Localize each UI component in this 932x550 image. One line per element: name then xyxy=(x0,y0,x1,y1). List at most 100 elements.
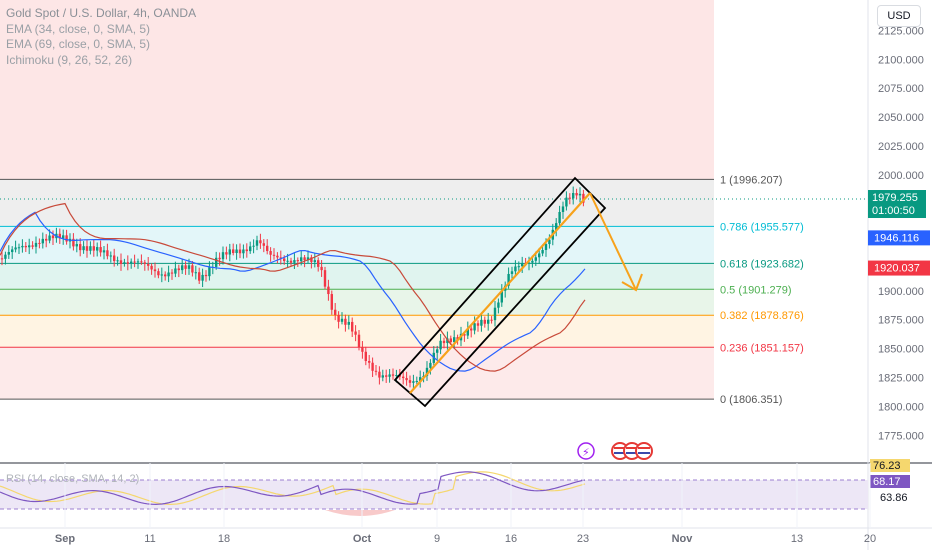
ascending-channel[interactable] xyxy=(393,176,607,408)
candle-body xyxy=(487,319,490,324)
candle-body xyxy=(31,245,34,247)
candle-body xyxy=(181,265,184,271)
time-tick: 13 xyxy=(791,533,803,545)
candle-body xyxy=(493,307,497,321)
candle-body xyxy=(276,255,279,258)
rsi-legend[interactable]: RSI (14, close, SMA, 14, 2) xyxy=(6,473,140,485)
us-flag-icon[interactable] xyxy=(635,442,653,460)
channel-midline[interactable] xyxy=(409,192,591,394)
candle-body xyxy=(79,244,82,251)
rsi-value-c: 63.86 xyxy=(880,492,908,504)
candle-body xyxy=(225,252,228,255)
candle-body xyxy=(391,374,395,376)
candle-body xyxy=(238,249,242,254)
fib-label-0: 0 (1806.351) xyxy=(720,394,782,406)
candle-body xyxy=(436,349,439,353)
candle-body xyxy=(38,242,41,244)
candle-body xyxy=(48,235,51,241)
symbol-title[interactable]: Gold Spot / U.S. Dollar, 4h, OANDA xyxy=(6,6,197,20)
rsi-value-b-bg xyxy=(870,475,910,488)
candle-body xyxy=(381,375,384,378)
candle-body xyxy=(65,235,68,242)
ichimoku-legend[interactable]: Ichimoku (9, 26, 52, 26) xyxy=(6,52,133,67)
candle-body xyxy=(252,245,255,247)
price-tick: 1875.000 xyxy=(878,315,924,327)
time-tick: Sep xyxy=(55,533,75,545)
candle-body xyxy=(201,274,204,281)
candle-body xyxy=(541,249,544,254)
candle-body xyxy=(147,263,150,266)
candle-body xyxy=(62,235,65,239)
flag-stripe xyxy=(626,452,638,454)
candle-body xyxy=(442,340,446,344)
ema69-value: 1920.037 xyxy=(874,263,920,275)
candle-body xyxy=(368,361,371,363)
candle-body xyxy=(286,260,289,262)
candle-body xyxy=(130,261,133,264)
current-price-badge xyxy=(868,190,926,219)
candle-body xyxy=(490,319,493,321)
candle-body xyxy=(555,223,558,230)
time-tick: 20 xyxy=(864,533,876,545)
ema34-line[interactable] xyxy=(0,211,586,372)
candle-body xyxy=(92,246,95,251)
candle-body xyxy=(167,272,170,277)
projection-arrow[interactable] xyxy=(589,192,637,291)
candle-body xyxy=(235,249,238,254)
candle-body xyxy=(476,323,480,326)
fib-zone-1 xyxy=(0,179,714,227)
fib-label-1: 1 (1996.207) xyxy=(720,174,782,186)
fib-label-0.5: 0.5 (1901.279) xyxy=(720,284,792,296)
candle-body xyxy=(72,238,75,247)
candle-body xyxy=(89,246,92,251)
candle-body xyxy=(378,371,381,378)
candle-body xyxy=(215,257,218,267)
candle-body xyxy=(123,262,126,264)
candle-body xyxy=(521,263,524,267)
candle-body xyxy=(228,249,231,255)
candle-body xyxy=(28,245,31,248)
candle-body xyxy=(425,367,429,376)
candle-body xyxy=(572,193,575,199)
candle-body xyxy=(575,193,578,196)
candle-body xyxy=(24,245,27,248)
candle-body xyxy=(245,249,248,252)
candle-body xyxy=(187,265,191,269)
fib-zone-0.5 xyxy=(0,289,714,316)
price-tick: 2125.000 xyxy=(878,25,924,37)
candle-body xyxy=(514,266,517,272)
time-tick: 11 xyxy=(144,533,155,545)
event-lightning-icon[interactable] xyxy=(577,442,595,460)
ema34-legend[interactable]: EMA (34, close, 0, SMA, 5) xyxy=(6,21,151,36)
candle-body xyxy=(582,193,585,203)
ema34-badge xyxy=(868,230,930,246)
ema69-legend[interactable]: EMA (69, close, 0, SMA, 5) xyxy=(6,37,151,51)
candle-body xyxy=(534,257,537,261)
candle-body xyxy=(170,272,174,274)
rsi-line[interactable] xyxy=(0,471,586,506)
candle-body xyxy=(126,262,129,264)
candle-body xyxy=(449,338,452,343)
candle-body xyxy=(313,260,316,262)
candle-body xyxy=(361,347,364,352)
ema34-value: 1946.116 xyxy=(874,232,919,244)
candle-body xyxy=(351,321,354,332)
time-tick: 16 xyxy=(505,533,517,545)
candle-body xyxy=(184,265,187,269)
ema69-line[interactable] xyxy=(0,202,586,372)
currency-button[interactable]: USD xyxy=(877,5,921,27)
candle-body xyxy=(500,290,503,303)
candle-body xyxy=(4,254,7,259)
candle-body xyxy=(41,238,44,244)
candle-body xyxy=(463,333,466,336)
candle-body xyxy=(96,247,99,251)
arrow-head xyxy=(621,273,643,292)
candle-body xyxy=(82,246,85,251)
candle-body xyxy=(517,266,520,268)
candle-body xyxy=(470,328,473,331)
candle-body xyxy=(177,268,180,271)
price-tick: 2100.000 xyxy=(878,54,924,66)
candle-body xyxy=(558,211,561,224)
candle-body xyxy=(408,380,412,383)
